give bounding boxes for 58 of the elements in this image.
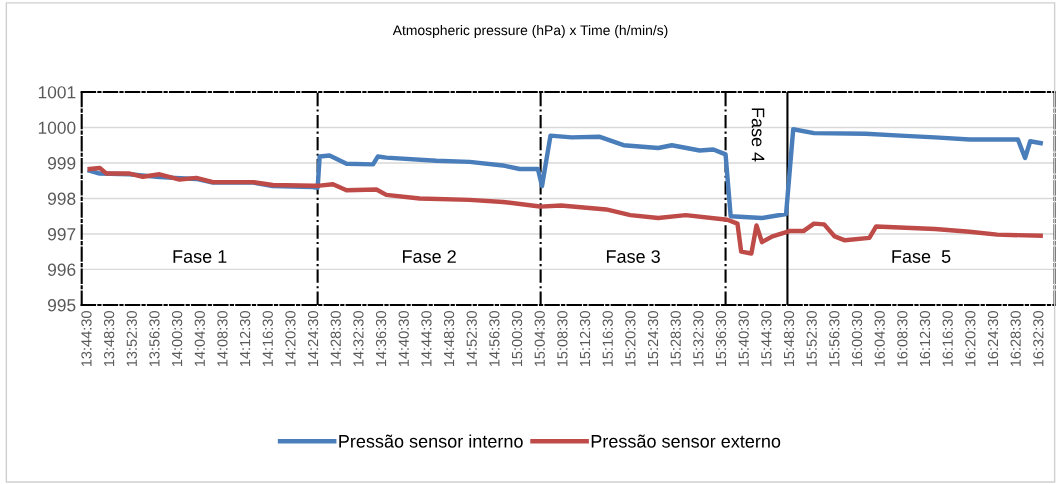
x-tick-label: 13:56:30 [149, 311, 160, 367]
x-tick-label: 14:44:30 [421, 311, 432, 367]
y-tick-label: 998 [47, 192, 76, 205]
x-tick-label: 14:32:30 [353, 311, 364, 367]
annotation: Fase 2 [403, 250, 456, 263]
legend-label: Pressão sensor interno [339, 434, 523, 448]
x-tick-label: 15:24:30 [647, 311, 659, 367]
y-tick-label: 999 [47, 157, 76, 170]
x-tick-label: 15:28:30 [670, 311, 681, 367]
chart-title: Atmospheric pressure (hPa) x Time (h/min/s) [392, 24, 668, 38]
x-tick-label: 16:08:30 [897, 311, 908, 367]
x-tick-label: 15:44:30 [761, 311, 772, 367]
y-tick-label: 995 [47, 299, 76, 312]
y-tick-label: 1001 [38, 86, 76, 99]
x-tick-label: 13:52:30 [126, 311, 137, 367]
x-tick-label: 15:20:30 [625, 311, 636, 367]
x-tick-label: 16:04:30 [874, 311, 885, 367]
x-tick-label: 14:24:30 [307, 311, 319, 367]
x-tick-label: 15:08:30 [557, 311, 568, 367]
x-tick-label: 15:36:30 [715, 311, 727, 367]
y-tick-label: 997 [47, 228, 76, 241]
x-tick-label: 14:40:30 [398, 311, 409, 367]
x-tick-label: 14:12:30 [239, 311, 251, 367]
x-tick-label: 16:20:30 [965, 311, 976, 367]
x-tick-label: 14:20:30 [285, 311, 296, 367]
x-tick-label: 14:48:30 [443, 311, 455, 367]
x-tick-label: 15:04:30 [534, 311, 545, 367]
x-tick-label: 15:16:30 [602, 311, 613, 367]
x-tick-label: 14:00:30 [171, 311, 183, 367]
x-tick-label: 14:36:30 [375, 311, 387, 367]
x-tick-label: 16:32:30 [1033, 311, 1044, 367]
x-tick-label: 15:56:30 [829, 311, 840, 367]
x-tick-label: 13:44:30 [81, 311, 92, 367]
x-tick-label: 14:28:30 [330, 311, 341, 367]
x-tick-label: 16:12:30 [919, 311, 931, 367]
x-tick-label: 15:40:30 [738, 311, 749, 367]
x-tick-label: 14:08:30 [217, 311, 228, 367]
x-tick-label: 14:56:30 [489, 311, 500, 367]
x-tick-label: 15:12:30 [579, 311, 591, 367]
x-tick-label: 15:32:30 [693, 311, 704, 367]
annotation: Fase 4 [751, 108, 765, 162]
y-tick-label: 1000 [38, 121, 76, 134]
x-tick-label: 13:48:30 [103, 311, 115, 367]
x-tick-label: 16:16:30 [942, 311, 953, 367]
x-tick-label: 16:24:30 [987, 311, 999, 367]
annotation: Fase 3 [606, 250, 660, 263]
annotation: Fase 5 [892, 250, 951, 263]
x-tick-label: 16:28:30 [1010, 311, 1021, 367]
x-tick-label: 14:04:30 [194, 311, 205, 367]
legend-label: Pressão sensor externo [591, 434, 781, 448]
x-tick-label: 16:00:30 [851, 311, 863, 367]
annotation: Fase 1 [173, 250, 227, 263]
y-tick-label: 996 [47, 263, 76, 276]
x-tick-label: 15:00:30 [511, 311, 523, 367]
x-tick-label: 14:16:30 [262, 311, 273, 367]
x-tick-label: 14:52:30 [466, 311, 477, 367]
x-tick-label: 15:48:30 [783, 311, 795, 367]
x-tick-label: 15:52:30 [806, 311, 817, 367]
